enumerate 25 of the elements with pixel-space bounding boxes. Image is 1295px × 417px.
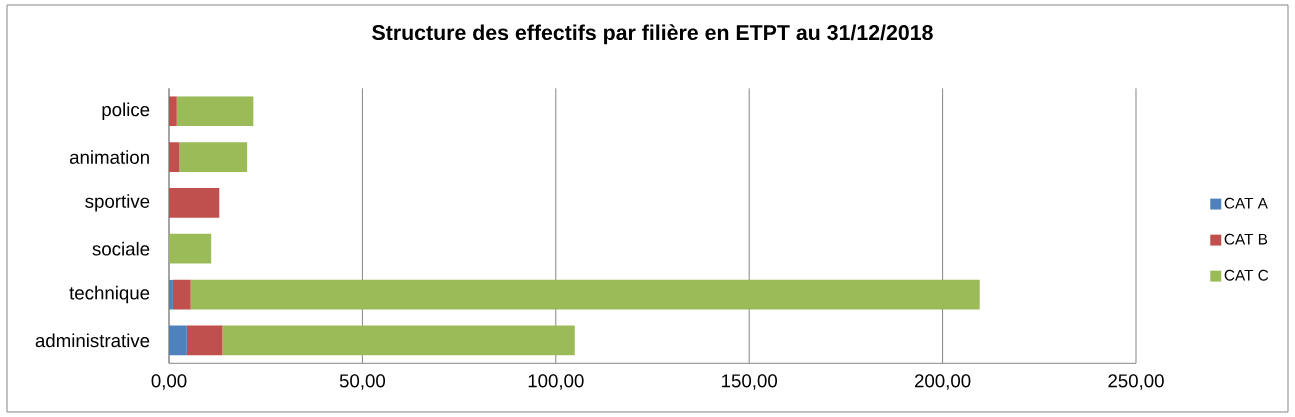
bar (172, 279, 191, 310)
bar (222, 325, 575, 356)
bar (169, 233, 212, 264)
bar (176, 96, 254, 127)
bar (186, 325, 223, 356)
x-tick-label: 50,00 (339, 374, 386, 390)
y-tick-label: police (102, 102, 150, 120)
y-tick-label: technique (69, 285, 150, 304)
x-tick-label: 200,00 (914, 374, 971, 390)
x-tick-label: 100,00 (528, 374, 584, 390)
legend-label: CAT B (1224, 233, 1268, 245)
legend-label: CAT C (1224, 269, 1269, 281)
bar (179, 142, 248, 172)
y-tick-label: animation (69, 150, 149, 164)
legend-label: CAT A (1224, 197, 1268, 209)
y-tick-label: administrative (35, 333, 150, 348)
y-tick-label: sportive (85, 194, 150, 212)
chart-title: Structure des effectifs par filière en ETPT au 31/12/2018 (372, 24, 933, 45)
bar (190, 279, 980, 310)
x-tick-label: 0,00 (151, 374, 187, 390)
bar (169, 188, 220, 218)
y-tick-label: sociale (92, 241, 150, 256)
x-tick-label: 150,00 (722, 374, 778, 390)
bar (169, 325, 187, 356)
x-tick-label: 250,00 (1108, 374, 1164, 390)
